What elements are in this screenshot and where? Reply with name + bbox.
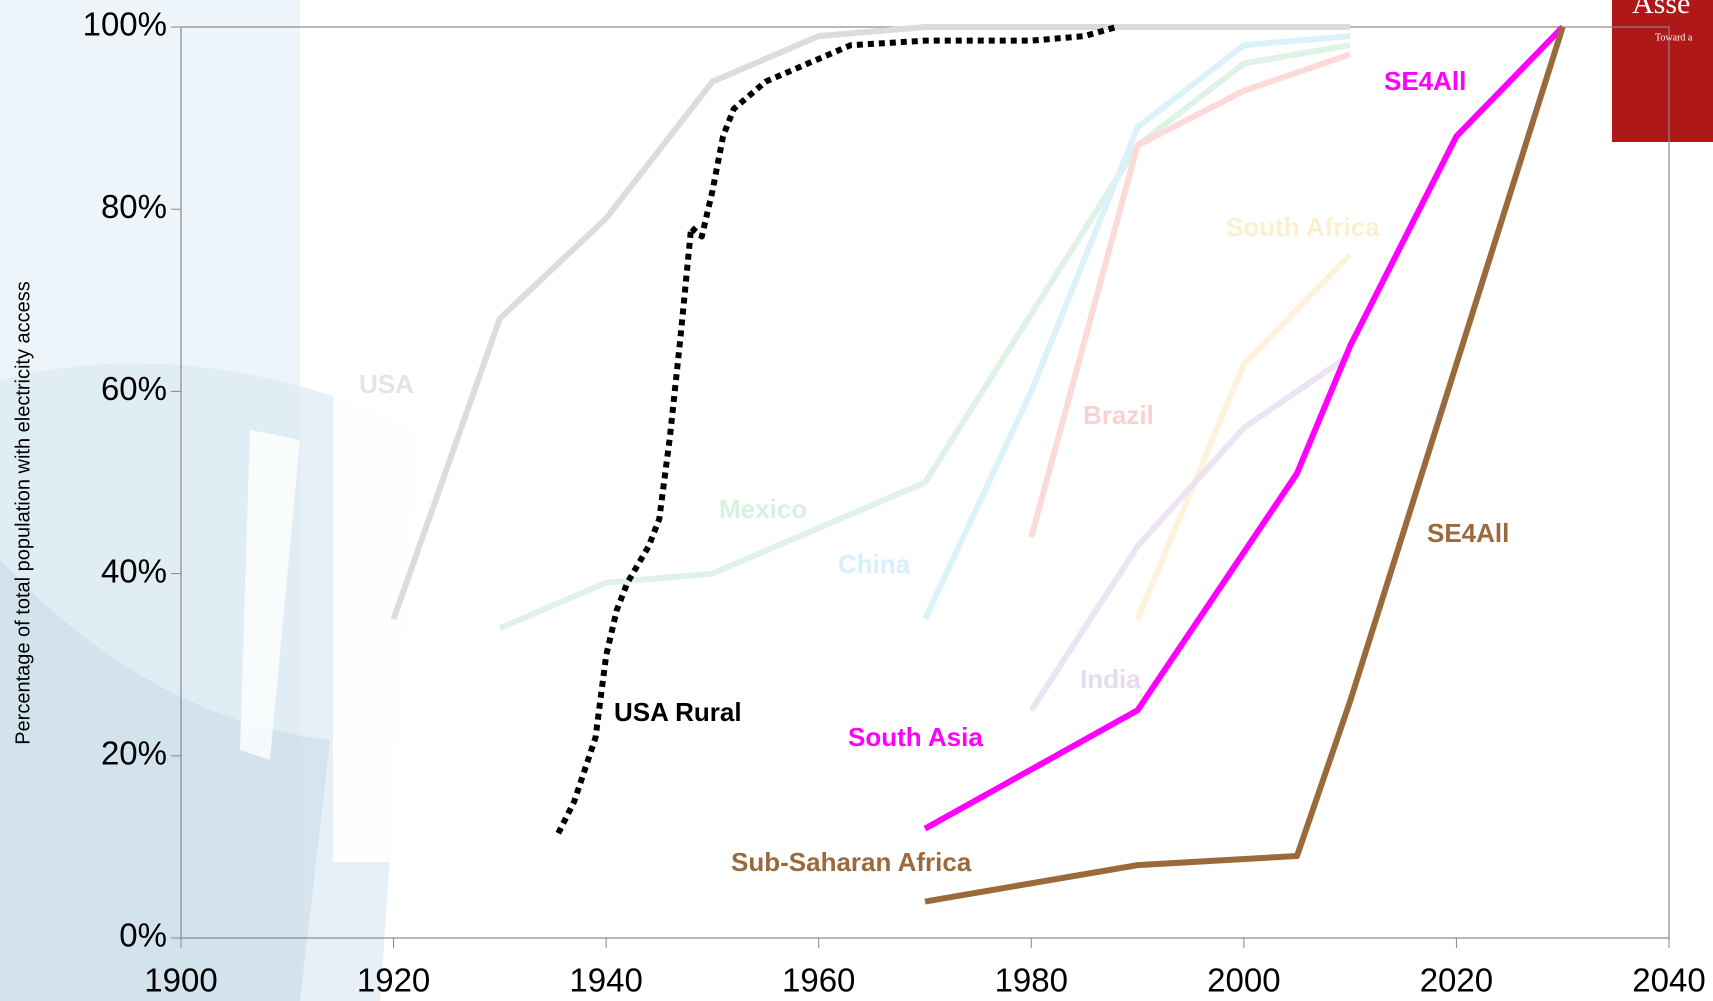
annotation: SE4All	[1427, 518, 1509, 548]
series-line	[924, 26, 1566, 905]
series-label: USA Rural	[614, 697, 742, 727]
x-tick-label: 2020	[1420, 962, 1493, 999]
series-line	[1134, 252, 1353, 621]
x-tick-label: 2040	[1632, 962, 1705, 999]
series-line	[922, 33, 1351, 621]
series-label: Sub-Saharan Africa	[731, 847, 972, 877]
annotation: SE4All	[1384, 66, 1466, 96]
series-label: China	[838, 549, 911, 579]
logo-subtitle: Toward a	[1655, 32, 1693, 43]
x-tick-label: 1920	[357, 962, 430, 999]
y-tick-label: 0%	[119, 917, 167, 954]
series-label: Brazil	[1083, 400, 1154, 430]
series-line	[1028, 352, 1352, 712]
x-tick-label: 1960	[782, 962, 855, 999]
series-label: India	[1080, 664, 1141, 694]
series-label: South Asia	[848, 722, 983, 752]
background-decoration	[0, 0, 420, 1001]
x-tick-label: 1940	[569, 962, 642, 999]
series-line	[923, 24, 1565, 832]
series-label: South Africa	[1226, 212, 1380, 242]
series-label: Mexico	[719, 494, 807, 524]
series-line	[390, 24, 1351, 621]
y-axis-label: Percentage of total population with elec…	[12, 281, 34, 745]
y-tick-label: 80%	[101, 188, 167, 225]
x-tick-label: 1900	[144, 962, 217, 999]
logo-title: Asse	[1632, 0, 1690, 20]
y-tick-label: 100%	[83, 6, 167, 43]
series-label: USA	[359, 369, 414, 399]
y-tick-label: 40%	[101, 552, 167, 589]
series-line	[498, 42, 1351, 632]
logo	[1612, 0, 1713, 142]
y-tick-label: 20%	[101, 735, 167, 772]
x-tick-label: 1980	[995, 962, 1068, 999]
series-line	[1028, 51, 1352, 538]
y-tick-label: 60%	[101, 370, 167, 407]
x-tick-label: 2000	[1207, 962, 1280, 999]
